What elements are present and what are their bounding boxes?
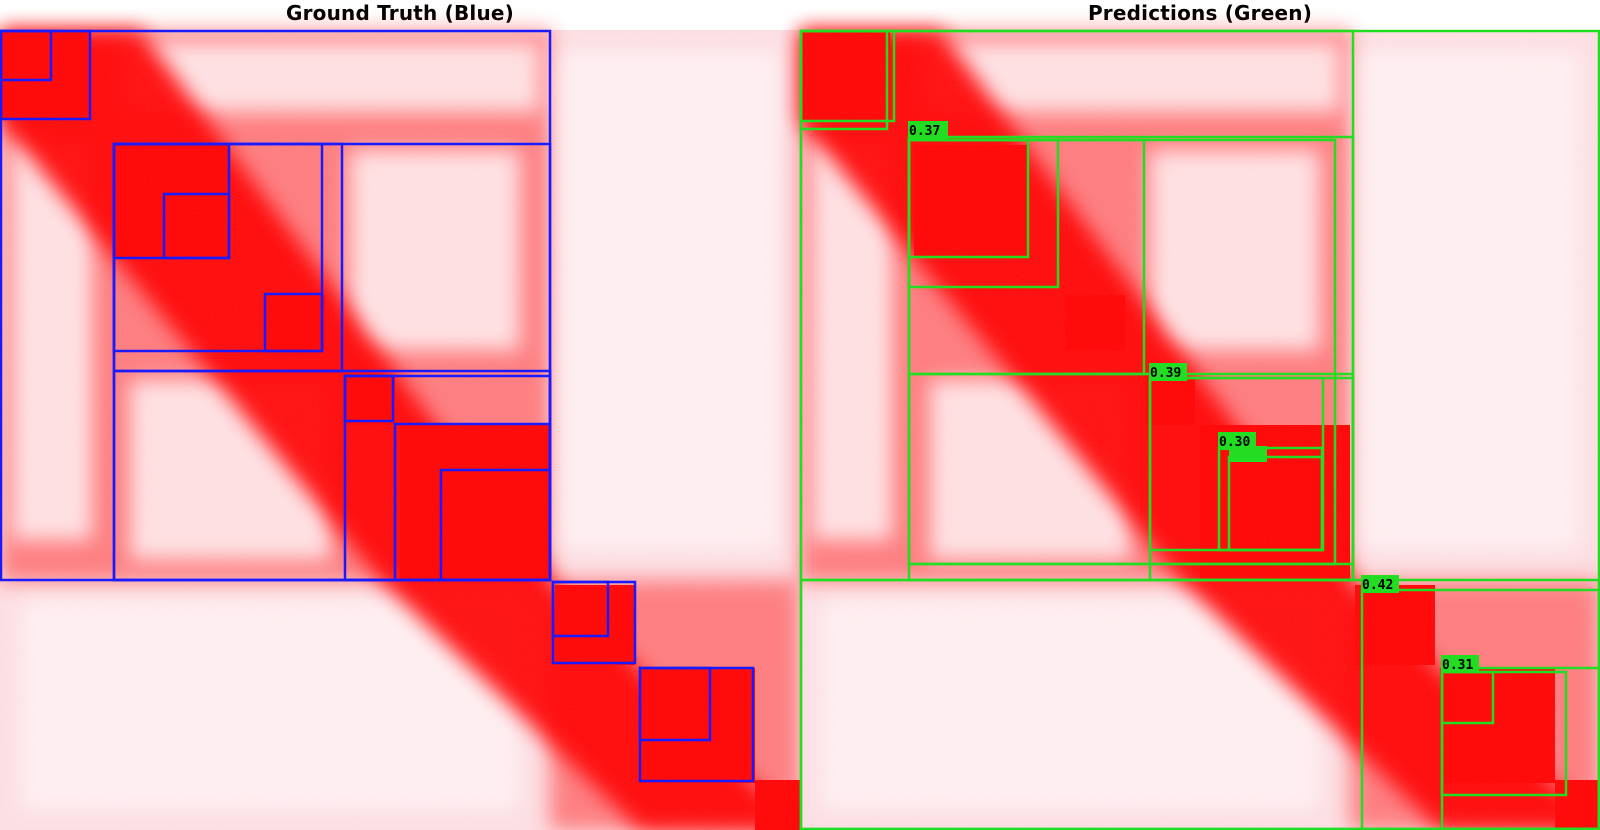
score-label: 0.37 — [909, 124, 940, 139]
score-label: 0.30 — [1219, 435, 1250, 450]
gt-box — [439, 468, 552, 582]
ground-truth-boxes — [0, 29, 755, 783]
score-label: 0.39 — [1150, 366, 1181, 381]
predictions-title: Predictions (Green) — [1087, 1, 1313, 25]
pred-box — [1227, 455, 1324, 552]
predictions-heatmap — [800, 30, 1600, 830]
score-label: 0.42 — [1362, 578, 1393, 593]
gt-box — [162, 192, 231, 260]
pred-box — [1440, 670, 1568, 797]
score-label: 0.31 — [1442, 658, 1473, 673]
gt-box — [551, 580, 610, 638]
gt-box — [638, 666, 712, 742]
gt-box — [343, 374, 395, 423]
ground-truth-title: Ground Truth (Blue) — [285, 1, 515, 25]
gt-box — [263, 292, 324, 353]
prediction-boxes — [799, 29, 1600, 830]
prediction-score-labels: 0.37 0.39 0.30 0.42 0.31 — [908, 121, 1479, 673]
ground-truth-heatmap — [0, 30, 800, 830]
pred-box — [799, 29, 889, 131]
